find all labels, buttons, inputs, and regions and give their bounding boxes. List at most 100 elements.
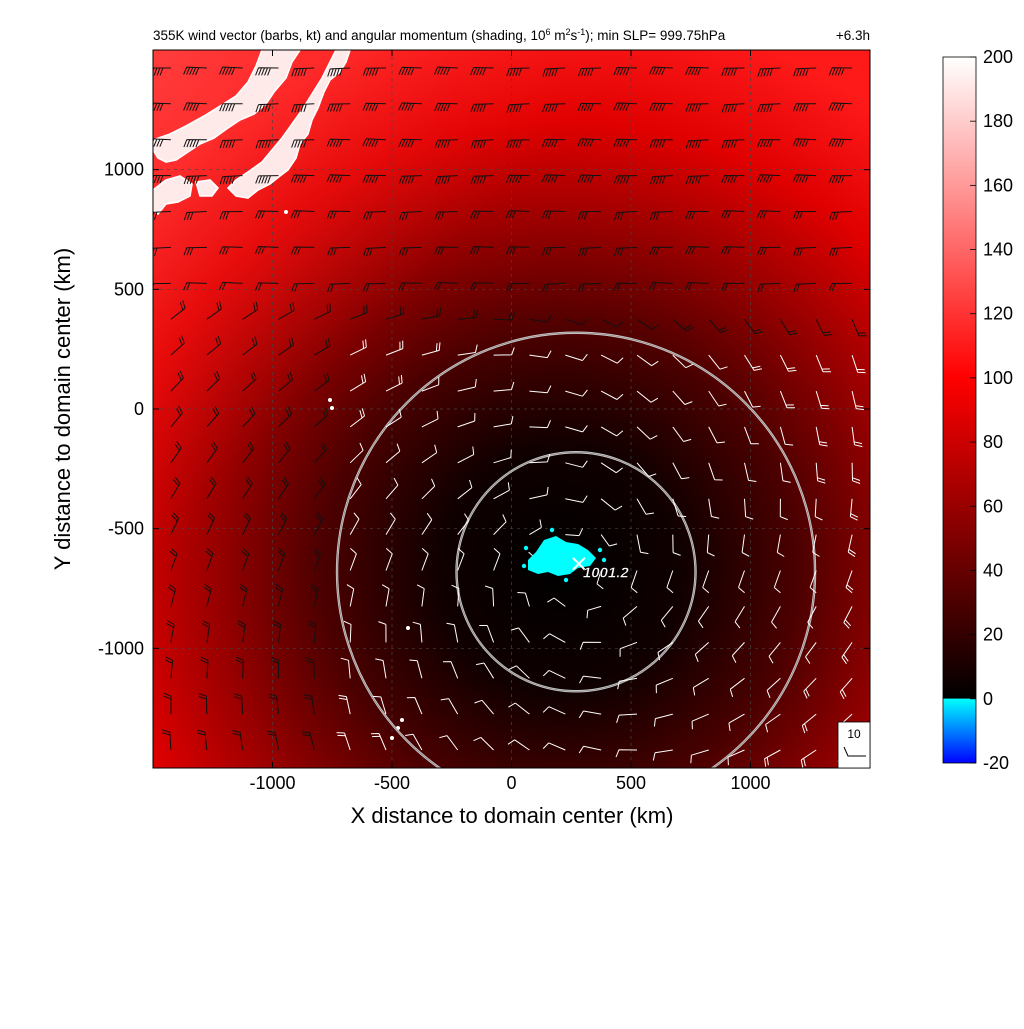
wind-barb (232, 730, 244, 751)
wind-barb (237, 620, 246, 643)
wind-barb (349, 477, 362, 500)
island (400, 718, 404, 722)
wind-barb (828, 138, 853, 147)
y-tick-label: -1000 (98, 638, 144, 658)
wind-barb (779, 426, 794, 446)
x-tick-label: 1000 (730, 773, 770, 793)
wind-barb (649, 211, 673, 221)
wind-barb (479, 625, 495, 643)
wind-barb (493, 312, 516, 321)
wind-barb (255, 139, 279, 149)
wind-barb (839, 677, 853, 700)
wind-barb (290, 210, 315, 219)
wind-barb (153, 138, 171, 147)
wind-barb (596, 570, 604, 590)
wind-barb (779, 354, 797, 372)
wind-barb (305, 657, 315, 679)
wind-barb (565, 528, 584, 537)
coastline-shape (153, 50, 301, 163)
wind-barb (170, 335, 185, 356)
wind-barb (510, 627, 530, 643)
wind-barb (505, 210, 530, 219)
colorbar-scale (942, 56, 977, 764)
wind-barb (600, 534, 618, 547)
wind-barb (851, 390, 865, 411)
wind-barb (600, 498, 623, 511)
wind-barb (756, 174, 781, 183)
wind-barb (239, 583, 248, 607)
y-tick-label: 500 (114, 279, 144, 299)
wind-barb (493, 514, 507, 535)
wind-barb (565, 460, 588, 468)
wind-barb (691, 713, 709, 730)
wind-barb (541, 138, 566, 148)
wind-barb (565, 318, 588, 326)
wind-barb (206, 300, 222, 320)
wind-barb (350, 304, 368, 320)
wind-barb (470, 175, 494, 184)
wind-barb (434, 175, 458, 185)
wind-barb (814, 498, 823, 521)
wind-barb (290, 246, 315, 255)
wind-barb (233, 693, 244, 715)
wind-barb (744, 462, 757, 482)
wind-barb (586, 605, 602, 619)
wind-barb (529, 454, 551, 464)
wind-barb (308, 620, 317, 643)
coastline (153, 50, 410, 740)
wind-barb (242, 336, 258, 356)
wind-barb (757, 282, 781, 292)
wind-barb (457, 412, 476, 428)
wind-barb (578, 282, 602, 292)
wind-barb (847, 534, 856, 558)
wind-barb (183, 139, 207, 148)
wind-barb (398, 138, 422, 148)
wind-barb (434, 139, 458, 148)
wind-barb (702, 570, 710, 594)
wind-barb (278, 372, 293, 392)
wind-barb (771, 606, 781, 629)
wind-barb (493, 548, 501, 571)
wind-barb (327, 282, 351, 293)
reference-barb-label: 10 (847, 727, 861, 741)
island (330, 406, 334, 410)
wind-barb (349, 408, 365, 428)
wind-barb (313, 477, 326, 500)
colorbar-tick-label: 80 (983, 432, 1003, 452)
wind-barb (600, 426, 624, 437)
wind-barb (768, 642, 781, 664)
wind-barb (197, 729, 208, 751)
wind-barb (278, 337, 294, 356)
wind-barb (362, 67, 387, 76)
wind-barb (412, 621, 423, 643)
wind-barb (685, 175, 709, 185)
colorbar-tick-label: 100 (983, 368, 1013, 388)
wind-barb (346, 584, 355, 607)
wind-barb (744, 426, 759, 445)
wind-barb (421, 410, 439, 428)
wind-barb (442, 661, 459, 679)
wind-barb (493, 347, 515, 356)
wind-barb (385, 340, 404, 356)
wind-barb (547, 597, 566, 607)
wind-barb (434, 102, 458, 112)
wind-barb (313, 548, 322, 571)
colorbar: -20 0 20 40 60 80 100 120 140 160 180 200 (942, 47, 1013, 773)
x-tick-label: -500 (374, 773, 410, 793)
wind-barb (721, 103, 745, 113)
wind-barb (729, 677, 745, 698)
wind-barb (792, 174, 817, 183)
wind-barb (434, 246, 458, 255)
wind-barb (764, 749, 781, 767)
wind-barb (577, 138, 602, 147)
colorbar-tick-label: 160 (983, 175, 1013, 195)
wind-barb (183, 246, 207, 256)
wind-barb (505, 174, 530, 184)
wind-barb (792, 138, 817, 147)
wind-barb (343, 620, 352, 643)
wind-barb (161, 729, 172, 751)
wind-barb (636, 426, 658, 440)
wind-barb (672, 426, 692, 442)
wind-barb (164, 656, 174, 679)
wind-barb (242, 441, 255, 464)
